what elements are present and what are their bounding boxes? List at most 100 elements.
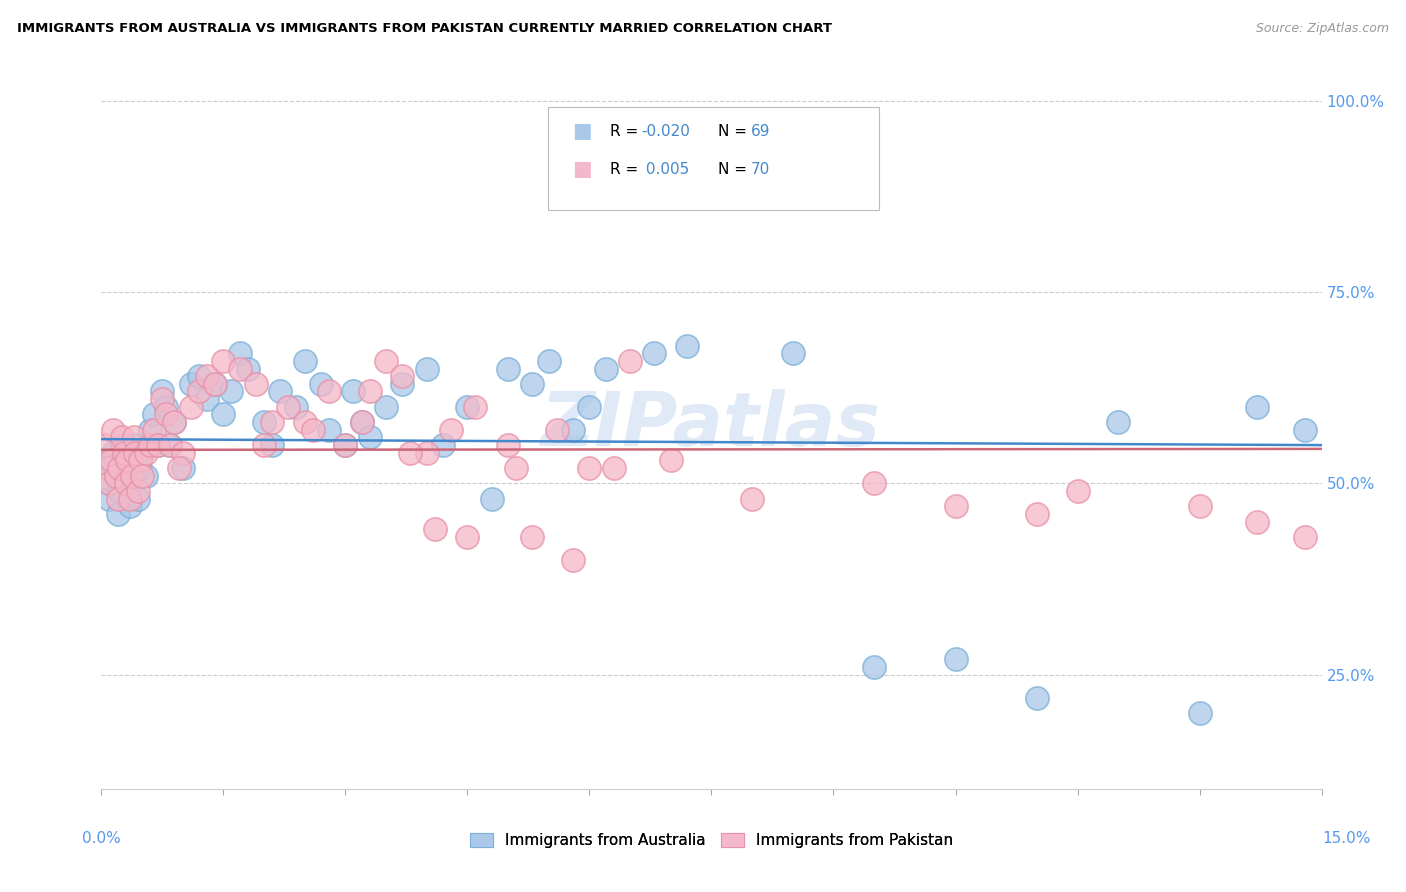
Text: -0.020: -0.020 <box>641 124 690 138</box>
Point <box>103 446 125 460</box>
Point <box>294 415 316 429</box>
Point <box>155 408 177 422</box>
Point <box>135 446 157 460</box>
Point <box>148 438 170 452</box>
Point <box>440 423 463 437</box>
Point <box>1025 690 1047 705</box>
Text: 0.005: 0.005 <box>641 162 689 177</box>
Text: R =: R = <box>610 162 644 177</box>
Point <box>155 400 177 414</box>
Point <box>546 423 568 437</box>
Point <box>301 423 323 437</box>
Point <box>1107 415 1129 429</box>
Point <box>522 376 544 391</box>
Point <box>350 415 373 429</box>
Point <box>204 376 226 391</box>
Point <box>432 438 454 452</box>
Point <box>1188 500 1211 514</box>
Point <box>1066 483 1088 498</box>
Text: ■: ■ <box>572 160 592 179</box>
Point <box>245 376 267 391</box>
Point <box>212 408 235 422</box>
Point <box>159 438 181 452</box>
Point <box>309 376 332 391</box>
Point <box>1188 706 1211 720</box>
Point <box>112 453 135 467</box>
Text: 69: 69 <box>751 124 770 138</box>
Text: Source: ZipAtlas.com: Source: ZipAtlas.com <box>1256 22 1389 36</box>
Point <box>163 415 186 429</box>
Point <box>107 507 129 521</box>
Point <box>139 423 162 437</box>
Point <box>100 453 122 467</box>
Point <box>204 376 226 391</box>
Text: ZIPatlas: ZIPatlas <box>541 390 882 462</box>
Point <box>603 461 626 475</box>
Point <box>741 491 763 506</box>
Point <box>150 384 173 399</box>
Point <box>375 400 398 414</box>
Point <box>619 354 641 368</box>
Point <box>104 468 127 483</box>
Point <box>277 400 299 414</box>
Point <box>150 392 173 406</box>
Point <box>180 400 202 414</box>
Point <box>562 553 585 567</box>
Point <box>172 461 194 475</box>
Point <box>110 438 132 452</box>
Point <box>595 361 617 376</box>
Point <box>375 354 398 368</box>
Point <box>456 530 478 544</box>
Point <box>110 430 132 444</box>
Point <box>172 446 194 460</box>
Point <box>359 384 381 399</box>
Point <box>117 453 139 467</box>
Point <box>318 384 340 399</box>
Point <box>522 530 544 544</box>
Point <box>236 361 259 376</box>
Point <box>127 491 149 506</box>
Point <box>676 338 699 352</box>
Point <box>114 476 136 491</box>
Point <box>159 438 181 452</box>
Point <box>342 384 364 399</box>
Point <box>269 384 291 399</box>
Point <box>143 423 166 437</box>
Point <box>180 376 202 391</box>
Point <box>1246 515 1268 529</box>
Point <box>1294 423 1316 437</box>
Point <box>415 361 437 376</box>
Point <box>129 461 152 475</box>
Point <box>391 369 413 384</box>
Point <box>228 361 250 376</box>
Point <box>187 384 209 399</box>
Point <box>94 453 117 467</box>
Point <box>1246 400 1268 414</box>
Point <box>456 400 478 414</box>
Point <box>135 468 157 483</box>
Point <box>221 384 243 399</box>
Point <box>496 361 519 376</box>
Text: 70: 70 <box>751 162 770 177</box>
Point <box>391 376 413 391</box>
Point <box>195 369 218 384</box>
Point <box>399 446 422 460</box>
Point <box>103 423 125 437</box>
Point <box>163 415 186 429</box>
Text: ■: ■ <box>572 121 592 141</box>
Legend: Immigrants from Australia, Immigrants from Pakistan: Immigrants from Australia, Immigrants fr… <box>464 827 959 855</box>
Text: N =: N = <box>718 162 752 177</box>
Point <box>643 346 665 360</box>
Point <box>97 476 120 491</box>
Point <box>94 438 117 452</box>
Point <box>118 491 141 506</box>
Point <box>464 400 486 414</box>
Point <box>100 461 122 475</box>
Point <box>121 468 143 483</box>
Point <box>124 446 146 460</box>
Point <box>578 461 600 475</box>
Point <box>285 400 308 414</box>
Point <box>262 438 284 452</box>
Text: N =: N = <box>718 124 752 138</box>
Point <box>131 446 153 460</box>
